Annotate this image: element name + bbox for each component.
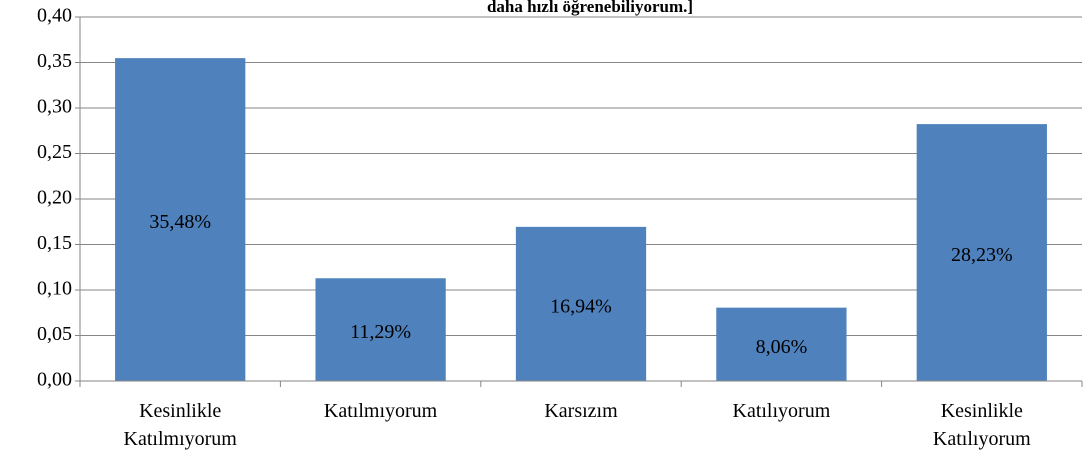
value-label: 28,23% [951, 244, 1013, 266]
x-tick-label: Kesinlikle Katılmıyorum [123, 400, 237, 450]
value-label: 16,94% [550, 296, 612, 318]
chart-title: daha hızlı öğrenebiliyorum.] [487, 0, 693, 16]
bar [515, 226, 647, 381]
x-tick-label: Kesinlikle Katılıyorum [932, 400, 1031, 450]
y-tick-label: 0,25 [37, 141, 72, 163]
bar [315, 278, 446, 381]
x-tick-label: Katılmıyorum [323, 400, 438, 422]
bar [916, 124, 1047, 382]
x-tick-label: Karsızım [544, 400, 618, 422]
y-tick-label: 0,00 [37, 369, 72, 391]
y-tick-label: 0,35 [37, 50, 72, 72]
y-tick-label: 0,20 [37, 187, 72, 209]
y-tick-label: 0,10 [37, 278, 72, 300]
y-tick-label: 0,40 [37, 5, 72, 27]
y-tick-label: 0,15 [37, 232, 72, 254]
value-label: 11,29% [350, 321, 411, 343]
bar [716, 307, 847, 381]
value-label: 35,48% [149, 211, 211, 233]
value-label: 8,06% [756, 336, 808, 358]
x-tick-label: Katılıyorum [732, 400, 831, 422]
bar [115, 58, 246, 382]
y-tick-label: 0,30 [37, 96, 72, 118]
y-tick-label: 0,05 [37, 323, 72, 345]
